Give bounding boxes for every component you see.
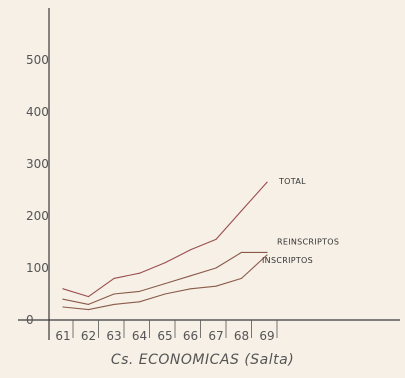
y-tick-label: 0 xyxy=(26,313,34,327)
data-point xyxy=(266,254,268,256)
chart-axes xyxy=(18,8,400,340)
x-tick-label: 68 xyxy=(234,329,249,343)
data-point xyxy=(164,262,166,264)
x-axis-ticks: 61 62 63 64 65 66 67 68 69 xyxy=(55,320,278,343)
data-point xyxy=(215,285,217,287)
y-tick-label: 400 xyxy=(26,105,49,119)
x-tick-label: 69 xyxy=(259,329,274,343)
data-point xyxy=(164,293,166,295)
series-label-reinscriptos: REINSCRIPTOS xyxy=(277,237,339,246)
data-point xyxy=(215,267,217,269)
data-point xyxy=(87,296,90,298)
data-point xyxy=(240,210,243,212)
data-point xyxy=(240,277,243,279)
data-point xyxy=(62,306,64,308)
data-point xyxy=(87,309,90,311)
x-tick-label: 61 xyxy=(55,329,70,343)
x-tick-label: 67 xyxy=(208,329,223,343)
y-tick-label: 300 xyxy=(26,157,49,171)
chart-caption: Cs. ECONOMICAS (Salta) xyxy=(110,352,295,368)
y-tick-label: 200 xyxy=(26,209,49,223)
series-label-inscriptos: INSCRIPTOS xyxy=(262,256,313,265)
data-point xyxy=(189,288,192,290)
data-point xyxy=(62,298,64,300)
y-tick-label: 500 xyxy=(26,53,49,67)
data-point xyxy=(138,272,141,274)
data-point xyxy=(266,251,268,253)
y-axis-ticks: 0 100 200 300 400 500 xyxy=(26,53,49,327)
data-point xyxy=(87,303,90,305)
data-point xyxy=(113,293,115,295)
series-labels: TOTAL REINSCRIPTOS INSCRIPTOS xyxy=(262,177,339,265)
y-tick-label: 100 xyxy=(26,261,49,275)
data-point xyxy=(138,290,141,292)
series-label-total: TOTAL xyxy=(278,177,306,186)
data-point xyxy=(189,275,192,277)
x-tick-label: 66 xyxy=(183,329,198,343)
x-tick-label: 62 xyxy=(81,329,96,343)
data-point xyxy=(113,277,115,279)
data-point xyxy=(189,249,192,251)
data-point xyxy=(164,283,166,285)
x-tick-label: 63 xyxy=(106,329,121,343)
data-point xyxy=(138,301,141,303)
data-point xyxy=(240,251,243,253)
data-point xyxy=(266,181,268,183)
series-line-reinscriptos xyxy=(62,251,268,305)
series-lines xyxy=(62,181,268,311)
x-tick-label: 64 xyxy=(132,329,147,343)
data-point xyxy=(113,303,115,305)
data-point xyxy=(62,288,64,290)
x-tick-label: 65 xyxy=(157,329,172,343)
data-point xyxy=(215,238,217,240)
